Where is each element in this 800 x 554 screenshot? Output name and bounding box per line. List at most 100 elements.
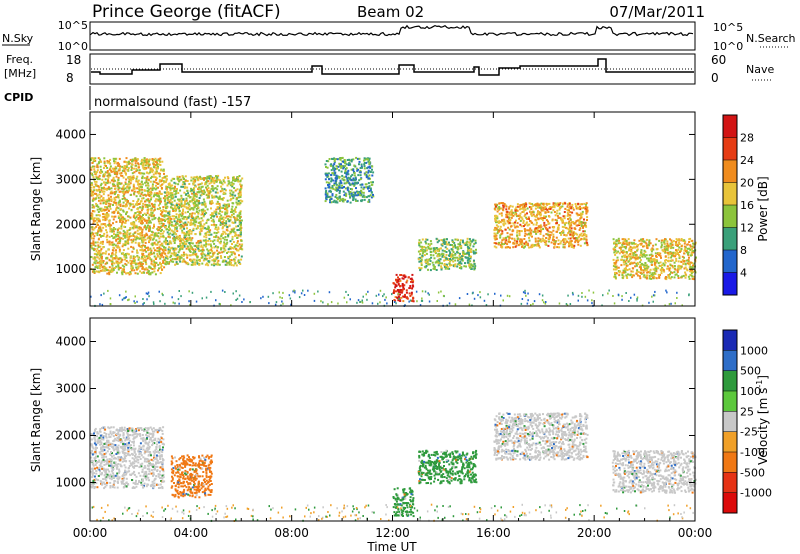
echo-cell bbox=[193, 187, 195, 190]
echo-cell bbox=[203, 235, 206, 238]
echo-cell bbox=[97, 246, 100, 248]
echo-cell bbox=[155, 181, 158, 184]
echo-cell bbox=[363, 163, 366, 166]
echo-cell bbox=[548, 202, 551, 205]
echo-cell bbox=[359, 169, 362, 172]
echo-cell bbox=[503, 219, 506, 222]
echo-cell bbox=[139, 232, 142, 234]
echo-cell bbox=[690, 267, 693, 270]
echo-cell bbox=[150, 251, 152, 254]
echo-cell bbox=[231, 243, 233, 245]
echo-cell bbox=[240, 223, 242, 226]
echo-cell bbox=[181, 183, 184, 186]
echo-cell bbox=[328, 158, 331, 160]
echo-cell bbox=[163, 246, 165, 249]
echo-cell bbox=[186, 180, 189, 182]
echo-cell bbox=[182, 222, 185, 225]
echo-cell bbox=[174, 248, 177, 251]
echo-cell bbox=[100, 187, 103, 189]
echo-cell bbox=[108, 222, 111, 225]
echo-cell bbox=[548, 215, 551, 218]
echo-cell bbox=[166, 243, 169, 246]
echo-cell bbox=[578, 219, 581, 222]
echo-cell bbox=[367, 157, 369, 160]
echo-cell bbox=[226, 206, 229, 209]
echo-cell bbox=[556, 202, 559, 205]
echo-cell bbox=[681, 259, 684, 262]
echo-cell bbox=[585, 238, 588, 241]
echo-cell bbox=[116, 212, 119, 215]
echo-cell bbox=[511, 233, 514, 236]
echo-cell bbox=[145, 221, 148, 224]
echo-cell bbox=[523, 204, 526, 207]
echo-cell bbox=[564, 207, 567, 210]
echo-cell bbox=[203, 200, 206, 203]
echo-cell bbox=[125, 178, 128, 181]
echo-cell bbox=[116, 242, 119, 245]
echo-cell bbox=[103, 160, 106, 163]
echo-cell bbox=[561, 205, 564, 208]
echo-cell bbox=[496, 232, 499, 235]
echo-cell bbox=[153, 225, 155, 228]
echo-cell bbox=[583, 230, 586, 233]
echo-cell bbox=[419, 260, 422, 263]
echo-cell bbox=[514, 213, 516, 216]
echo-cell bbox=[200, 229, 203, 232]
echo-cell bbox=[543, 207, 546, 210]
echo-cell bbox=[219, 179, 221, 182]
echo-cell bbox=[95, 205, 98, 208]
echo-cell bbox=[560, 218, 563, 221]
echo-cell bbox=[217, 178, 220, 181]
echo-cell bbox=[222, 180, 225, 183]
echo-cell bbox=[125, 259, 128, 262]
echo-cell bbox=[182, 259, 185, 262]
echo-cell bbox=[203, 258, 206, 261]
echo-cell bbox=[92, 176, 95, 179]
echo-cell bbox=[324, 178, 327, 181]
echo-cell bbox=[558, 212, 561, 215]
echo-cell bbox=[198, 197, 201, 199]
echo-cell bbox=[140, 193, 143, 196]
echo-cell bbox=[420, 264, 423, 266]
echo-cell bbox=[180, 199, 183, 202]
echo-cell bbox=[410, 293, 413, 296]
echo-cell bbox=[144, 249, 146, 252]
echo-cell bbox=[218, 212, 221, 215]
echo-cell bbox=[113, 183, 116, 186]
echo-cell bbox=[507, 238, 510, 241]
echo-cell bbox=[210, 207, 212, 210]
echo-cell bbox=[148, 220, 151, 223]
echo-cell bbox=[461, 259, 464, 262]
echo-cell bbox=[166, 261, 168, 264]
echo-cell bbox=[534, 207, 537, 210]
echo-cell bbox=[497, 243, 500, 246]
echo-cell bbox=[530, 208, 533, 210]
echo-cell bbox=[504, 240, 507, 243]
echo-cell bbox=[542, 217, 545, 219]
echo-cell bbox=[402, 274, 405, 277]
echo-cell bbox=[122, 194, 125, 197]
echo-cell bbox=[93, 261, 96, 264]
echo-cell bbox=[122, 210, 125, 213]
echo-cell bbox=[168, 222, 171, 225]
echo-cell bbox=[338, 196, 341, 199]
echo-cell bbox=[190, 214, 193, 217]
echo-cell bbox=[411, 273, 414, 276]
echo-cell bbox=[239, 183, 242, 186]
echo-cell bbox=[421, 254, 424, 257]
echo-cell bbox=[198, 231, 201, 234]
echo-cell bbox=[465, 241, 468, 244]
echo-cell bbox=[90, 182, 93, 185]
echo-cell bbox=[176, 257, 179, 260]
echo-cell bbox=[573, 227, 576, 230]
echo-cell bbox=[194, 205, 196, 208]
echo-cell bbox=[139, 172, 142, 175]
echo-cell bbox=[110, 195, 112, 198]
echo-cell bbox=[474, 265, 477, 268]
echo-cell bbox=[215, 195, 218, 198]
echo-cell bbox=[197, 183, 200, 186]
echo-cell bbox=[346, 171, 349, 174]
echo-cell bbox=[423, 246, 426, 248]
echo-cell bbox=[157, 226, 160, 229]
echo-cell bbox=[461, 255, 464, 257]
